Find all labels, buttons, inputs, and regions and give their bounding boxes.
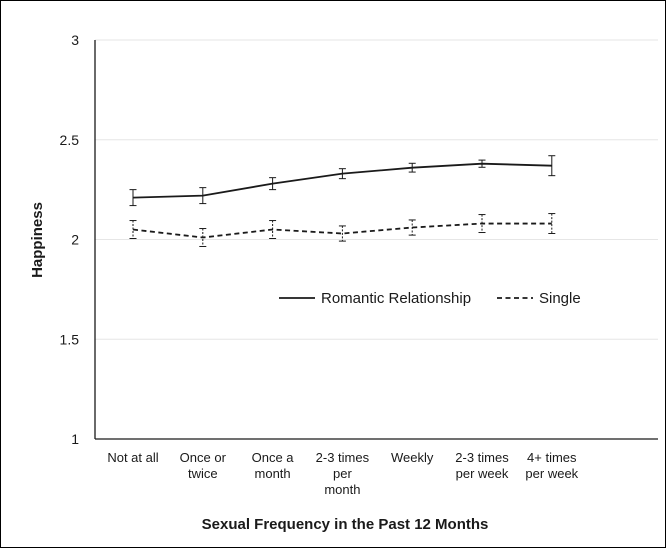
error-bar — [199, 228, 207, 247]
legend-label: Single — [539, 290, 581, 307]
error-bar — [548, 213, 556, 235]
error-bar — [338, 225, 346, 242]
x-tick-labels: Not at all Once or twice Once a month 2-3 tim… — [107, 450, 578, 497]
y-tick-label: 1.5 — [60, 331, 80, 347]
y-tick-labels: 1 1.5 2 2.5 3 — [60, 32, 80, 447]
error-bar — [269, 220, 277, 240]
y-tick-label: 2.5 — [60, 132, 80, 148]
x-tick-label: 4+ times per week — [525, 450, 578, 481]
x-tick-label: 2-3 times per week — [455, 450, 509, 481]
error-bar — [199, 187, 207, 205]
error-bar — [408, 219, 416, 236]
error-bar — [129, 220, 137, 240]
gridlines — [95, 39, 658, 340]
y-tick-label: 2 — [71, 232, 79, 248]
x-tick-label: Not at all — [107, 450, 158, 465]
data-series — [129, 155, 556, 247]
error-bar — [548, 155, 556, 177]
axes — [94, 40, 658, 440]
x-tick-label: 2-3 times per month — [316, 450, 370, 497]
x-axis-title: Sexual Frequency in the Past 12 Months — [202, 516, 489, 533]
legend-label: Romantic Relationship — [321, 290, 471, 307]
legend: Romantic Relationship Single — [279, 290, 581, 307]
y-tick-label: 3 — [71, 32, 79, 48]
x-tick-label: Once a month — [252, 450, 295, 481]
y-axis-title: Happiness — [29, 202, 46, 278]
error-bar — [269, 177, 277, 191]
error-bar — [478, 214, 486, 234]
error-bar — [338, 168, 346, 180]
x-tick-label: Weekly — [391, 450, 434, 465]
series-romantic-relationship — [129, 155, 556, 207]
y-tick-label: 1 — [71, 431, 79, 447]
x-tick-label: Once or twice — [180, 450, 227, 481]
series-single — [129, 213, 556, 247]
error-bar — [478, 159, 486, 168]
error-bar — [129, 189, 137, 207]
error-bar — [408, 162, 416, 173]
